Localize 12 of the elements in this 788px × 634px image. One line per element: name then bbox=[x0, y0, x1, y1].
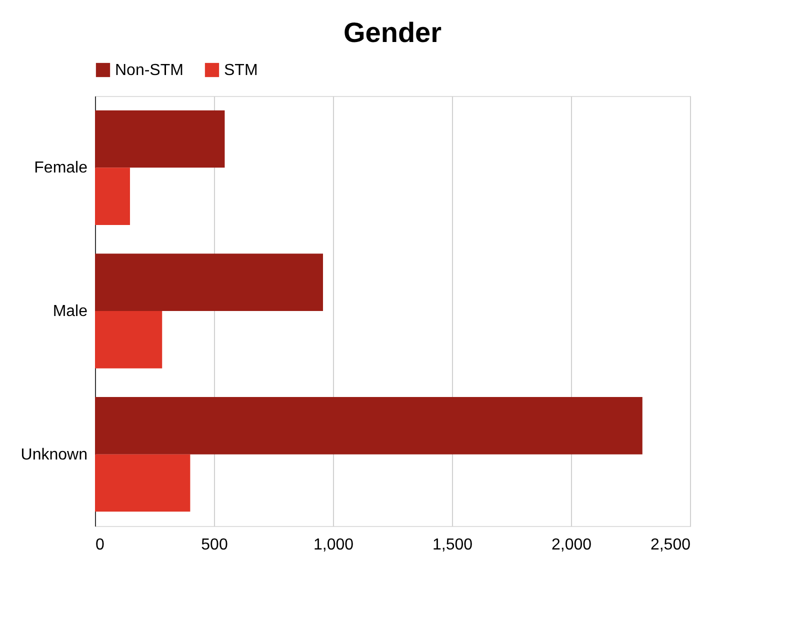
x-tick-label: 2,000 bbox=[551, 536, 592, 554]
y-tick-label: Male bbox=[52, 303, 88, 320]
legend-label: Non-STM bbox=[115, 62, 184, 79]
y-tick-label: Female bbox=[34, 160, 88, 177]
x-tick-label: 1,500 bbox=[432, 536, 473, 554]
chart-title: Gender bbox=[343, 17, 442, 48]
x-tick-label: 1,000 bbox=[313, 536, 354, 554]
legend-label: STM bbox=[224, 62, 258, 79]
x-tick-label: 0 bbox=[96, 536, 104, 554]
x-tick-label: 2,500 bbox=[650, 536, 691, 554]
x-tick-label: 500 bbox=[201, 536, 228, 554]
y-tick-label: Unknown bbox=[20, 446, 88, 464]
